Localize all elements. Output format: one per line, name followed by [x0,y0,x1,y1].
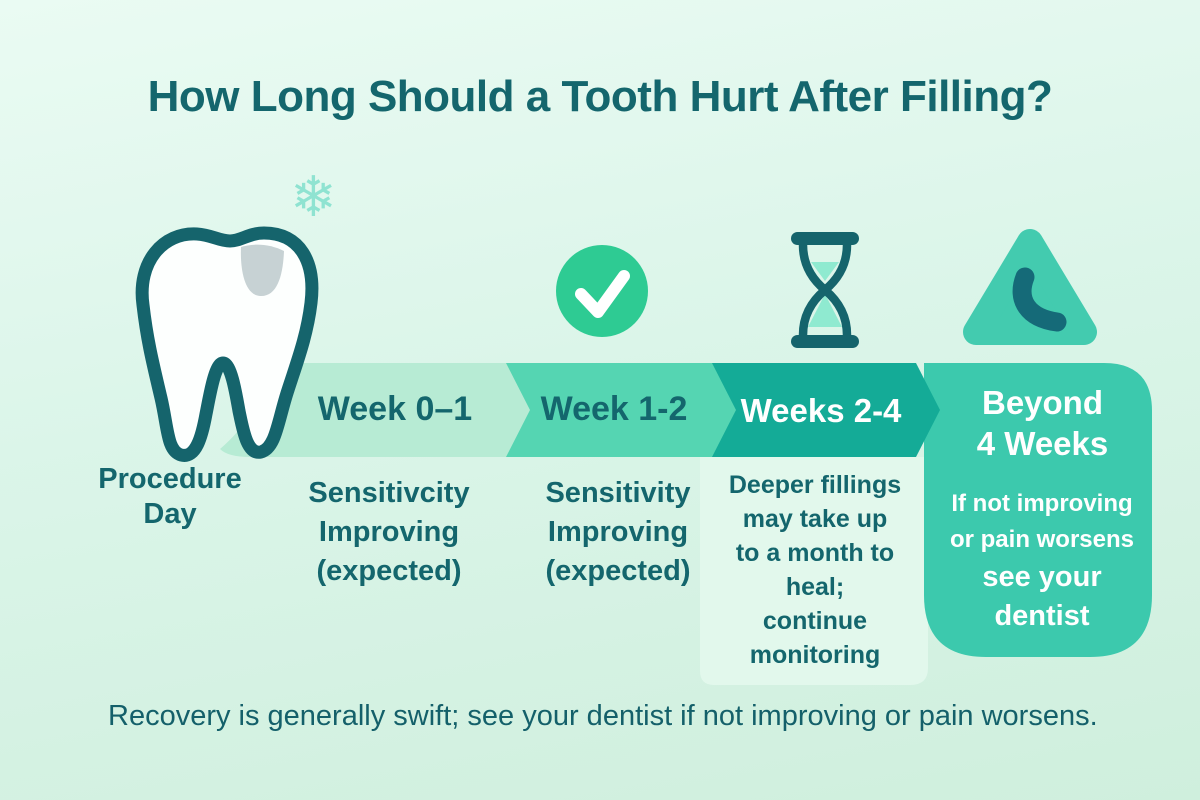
stage-description-weeks-2-4: Deeper fillings may take up to a month t… [728,471,902,669]
stage-description-beyond-4-weeks-emphasis: see your dentist [982,561,1102,632]
filling-spot [240,244,284,297]
stage-description-beyond-4-weeks: If not improving or pain worsens [949,490,1135,553]
beyond-4-weeks-card [924,363,1152,657]
page-title: How Long Should a Tooth Hurt After Filli… [147,72,1053,121]
footer-note: Recovery is generally swift; see your de… [108,700,1098,732]
stage-band-week-0-1 [220,363,530,457]
tooth-with-filling-icon [135,226,319,462]
hourglass-icon [791,232,859,348]
stage-label-weeks-2-4: Weeks 2-4 [740,392,902,429]
weeks-2-4-note-card [700,457,928,685]
snowflake-icon: ❄ [290,165,337,230]
phone-handset-glyph [1012,267,1067,332]
stage-label-week-1-2: Week 1-2 [540,390,688,428]
checkmark-circle-icon [556,245,648,337]
stage-label-week-0-1: Week 0–1 [317,390,473,428]
stage-band-week-1-2 [506,363,736,457]
procedure-day-label: Procedure Day [98,463,242,530]
stage-label-beyond-4-weeks: Beyond 4 Weeks [976,384,1109,462]
stage-band-weeks-2-4 [712,363,940,457]
phone-warning-triangle-icon [963,229,1097,345]
checkmark-glyph [575,270,630,318]
stage-description-week-1-2: Sensitivity Improving (expected) [545,477,691,587]
stage-description-week-0-1: Sensitivcity Improving (expected) [308,477,470,587]
